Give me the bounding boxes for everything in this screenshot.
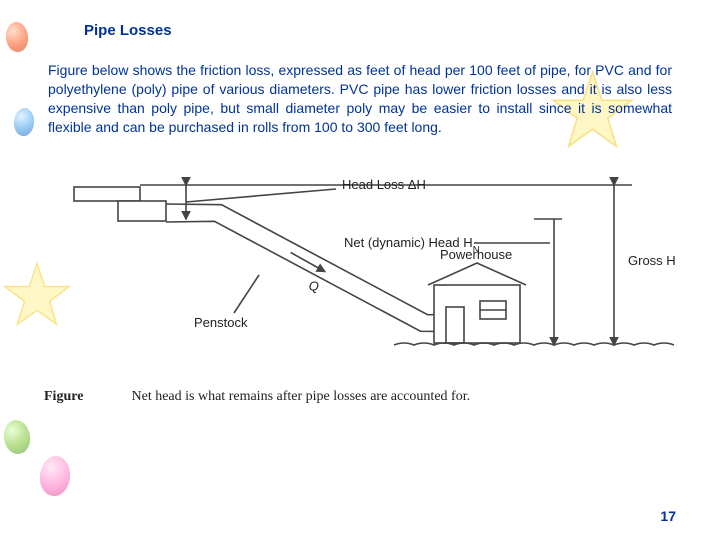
slide-title: Pipe Losses (84, 22, 672, 39)
figure-caption-text: Net head is what remains after pipe loss… (132, 389, 471, 404)
svg-text:Gross Head HG: Gross Head HG (628, 253, 676, 274)
figure-caption: Figure Net head is what remains after pi… (44, 389, 720, 405)
body-paragraph: Figure below shows the friction loss, ex… (48, 61, 672, 137)
pipe-loss-diagram: Head Loss ΔHNet (dynamic) Head HNGross H… (44, 155, 676, 383)
page-number: 17 (660, 508, 676, 524)
slide-content: Pipe Losses Figure below shows the frict… (0, 0, 720, 137)
svg-text:Q: Q (309, 278, 319, 293)
svg-text:Powerhouse: Powerhouse (440, 247, 512, 262)
decor-balloon-green (2, 418, 32, 455)
svg-text:Head Loss ΔH: Head Loss ΔH (342, 177, 426, 192)
decor-balloon-pink (38, 455, 72, 498)
svg-text:Penstock: Penstock (194, 315, 248, 330)
figure-label: Figure (44, 389, 128, 405)
